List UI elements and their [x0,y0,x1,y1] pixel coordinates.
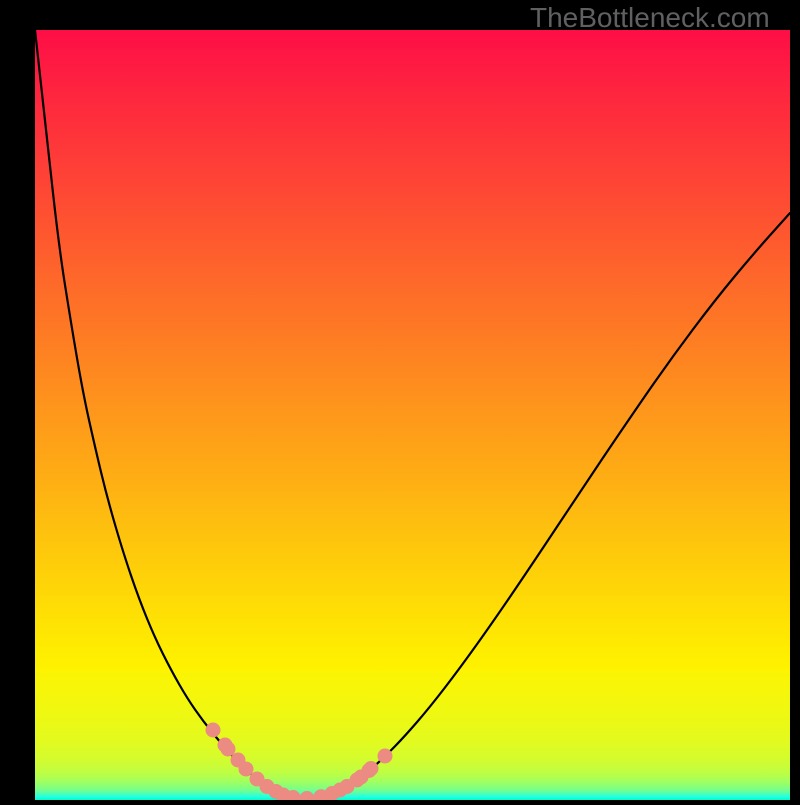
chart-canvas: TheBottleneck.com [0,0,800,800]
attribution-label: TheBottleneck.com [530,2,770,34]
data-marker [364,761,379,776]
data-marker [378,749,393,764]
chart-svg [0,0,800,800]
data-marker [206,723,221,738]
plot-background [35,30,790,800]
